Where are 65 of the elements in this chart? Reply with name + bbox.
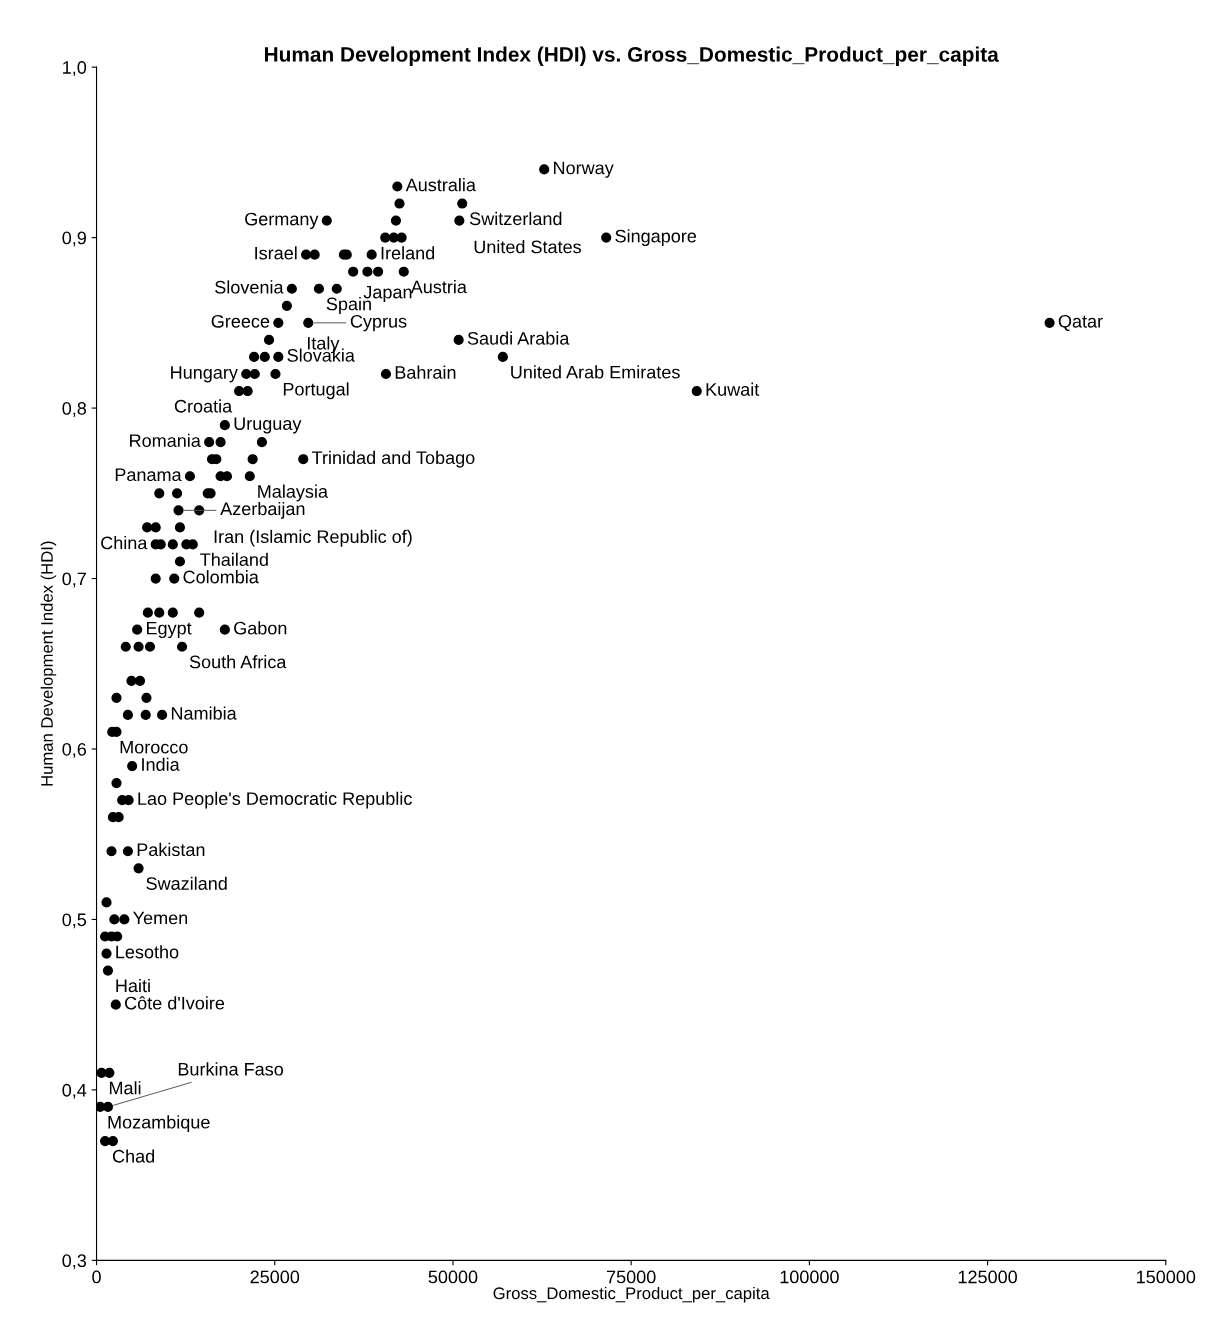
annotation: Ireland [381, 246, 435, 260]
annotation: Yemen [133, 911, 188, 925]
annotation: Hungary [171, 366, 238, 383]
x-tick-label: 150000 [1137, 1270, 1196, 1284]
annotation: Azerbaijan [220, 501, 305, 519]
annotation: Croatia [174, 399, 233, 413]
annotation: Lao People's Democratic Republic [138, 791, 412, 809]
annotation: Singapore [615, 229, 697, 247]
x-tick-label: 50000 [428, 1270, 478, 1284]
annotation: Saudi Arabia [467, 331, 570, 345]
x-tick-label: 75000 [606, 1270, 656, 1284]
y-tick-label: 0,9 [62, 231, 86, 247]
y-tick-label: 0,3 [62, 1254, 87, 1270]
annotation: Portugal [283, 382, 349, 400]
annotation: Australia [405, 178, 476, 192]
annotation: Austria [410, 280, 467, 294]
annotation: Israel [255, 246, 297, 260]
annotation: Slovenia [215, 280, 284, 294]
annotation: Uruguay [234, 417, 302, 434]
annotation: Haiti [116, 978, 150, 993]
y-tick-label: 0,8 [62, 402, 87, 417]
y-axis-title: Human Development Index (HDI) [40, 541, 57, 786]
annotation: Burkina Faso [178, 1062, 284, 1076]
y-tick-label: 0,6 [62, 742, 87, 758]
annotation: Kuwait [706, 382, 760, 396]
annotation: United States [474, 240, 581, 254]
annotation: Gabon [234, 621, 287, 635]
annotation: Namibia [171, 706, 237, 720]
annotation: Chad [112, 1149, 155, 1163]
chart-title: Human Development Index (HDI) vs. Gross_Domestic_Product_per_capita [264, 46, 999, 66]
x-tick-label: 100000 [780, 1270, 839, 1284]
annotation: Malaysia [258, 484, 328, 502]
annotation: Switzerland [469, 211, 562, 226]
y-tick-label: 0,4 [62, 1083, 87, 1099]
annotation: Panama [115, 468, 182, 482]
x-tick-label: 125000 [958, 1270, 1017, 1284]
annotation: Germany [245, 212, 319, 229]
annotation: China [101, 536, 148, 550]
annotation: Swaziland [146, 876, 227, 890]
y-tick-label: 0,7 [62, 572, 86, 588]
y-tick-label: 0,5 [62, 913, 87, 929]
x-tick-label: 0 [92, 1270, 101, 1284]
annotation: South Africa [189, 655, 287, 669]
annotation: Greece [211, 314, 270, 328]
annotation: Romania [130, 433, 201, 448]
annotation: Thailand [200, 552, 268, 567]
annotation: Trinidad and Tobago [312, 450, 475, 468]
annotation: Iran (Islamic Republic of) [214, 529, 412, 547]
annotation: Lesotho [116, 945, 179, 959]
annotation: Bahrain [395, 365, 456, 379]
x-axis-title: Gross_Domestic_Product_per_capita [493, 1286, 770, 1303]
annotation: Colombia [183, 570, 259, 584]
annotation: Qatar [1058, 314, 1103, 331]
annotation: Mozambique [108, 1115, 210, 1133]
annotation: Norway [554, 161, 614, 178]
annotation: India [142, 757, 180, 771]
annotation: Pakistan [137, 842, 205, 857]
annotation: Mali [109, 1081, 141, 1095]
annotation: Egypt [146, 621, 192, 639]
annotation: Cyprus [350, 314, 407, 332]
annotation: Côte d'Ivoire [125, 996, 225, 1010]
x-tick-label: 25000 [250, 1270, 300, 1284]
annotation: United Arab Emirates [511, 365, 680, 379]
annotation: Morocco [120, 740, 188, 754]
y-tick-label: 1,0 [63, 61, 87, 77]
